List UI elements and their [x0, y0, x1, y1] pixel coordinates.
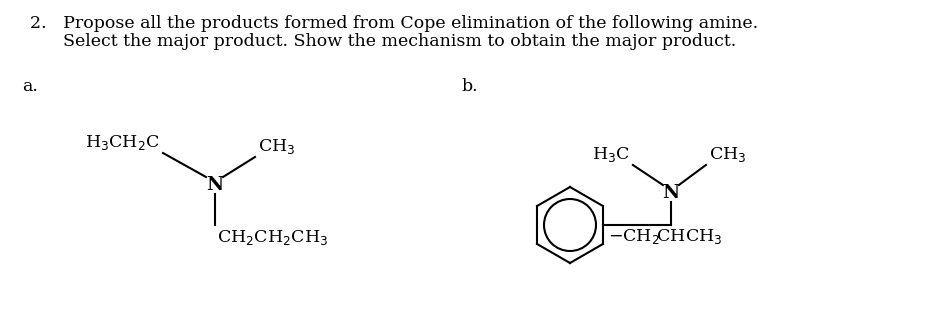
Text: H$_3$CH$_2$C: H$_3$CH$_2$C: [86, 133, 160, 152]
Text: N: N: [206, 176, 223, 194]
Text: H$_3$C: H$_3$C: [592, 145, 630, 164]
Text: Select the major product. Show the mechanism to obtain the major product.: Select the major product. Show the mecha…: [30, 33, 736, 50]
Text: CH$_2$CH$_2$CH$_3$: CH$_2$CH$_2$CH$_3$: [217, 228, 328, 247]
Text: $-$CH$_2\!$CHCH$_3$: $-$CH$_2\!$CHCH$_3$: [608, 227, 722, 246]
Text: CH$_3$: CH$_3$: [709, 145, 747, 164]
Text: b.: b.: [462, 78, 479, 95]
Text: 2.   Propose all the products formed from Cope elimination of the following amin: 2. Propose all the products formed from …: [30, 15, 758, 32]
Text: N: N: [662, 184, 679, 202]
Text: a.: a.: [22, 78, 38, 95]
Text: CH$_3$: CH$_3$: [258, 137, 295, 156]
